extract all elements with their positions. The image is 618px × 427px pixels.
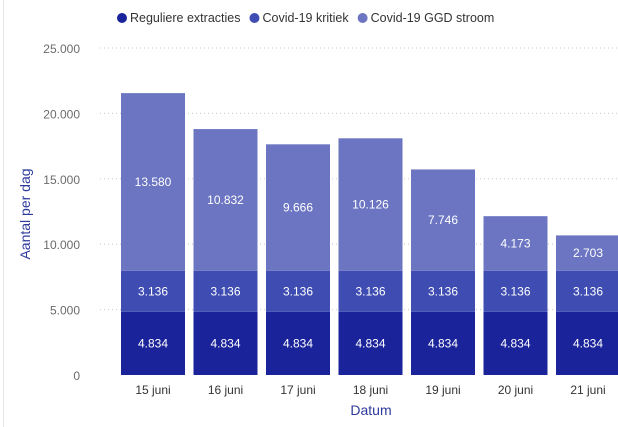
y-axis-label: Aantal per dag <box>17 168 33 259</box>
data-label: 3.136 <box>210 284 240 298</box>
y-axis-ticks: 0 5.000 10.000 15.000 20.000 25.000 <box>43 42 80 383</box>
bar-segment <box>121 93 185 271</box>
x-tick-label: 20 juni <box>498 383 533 397</box>
left-border <box>3 0 4 427</box>
data-label: 3.136 <box>500 284 530 298</box>
data-label: 4.834 <box>428 336 458 350</box>
bar-segment <box>411 270 475 312</box>
x-tick-label: 21 juni <box>570 383 605 397</box>
y-tick-label: 10.000 <box>43 238 80 252</box>
data-label: 4.834 <box>283 336 313 350</box>
bar-segment <box>411 169 475 271</box>
bar-segment <box>411 311 475 375</box>
bar-segment <box>556 270 618 312</box>
data-label: 7.746 <box>428 213 458 227</box>
bar-segment <box>193 270 258 312</box>
legend: Reguliere extracties Covid-19 kritiek Covi… <box>117 11 494 25</box>
legend-entry: Reguliere extracties <box>130 11 240 25</box>
legend-marker <box>117 13 127 23</box>
data-label: 4.834 <box>210 336 240 350</box>
bars: 4.834 3.136 13.580 4.834 3.136 10.832 4.834 3.1… <box>121 93 618 375</box>
bar-segment <box>338 138 403 271</box>
bar-segment <box>266 270 330 312</box>
data-label: 3.136 <box>355 284 385 298</box>
data-label: 13.580 <box>135 175 172 189</box>
bar-segment <box>338 311 403 375</box>
data-label: 4.834 <box>355 336 385 350</box>
x-tick-label: 19 juni <box>425 383 460 397</box>
data-label: 3.136 <box>283 284 313 298</box>
bar-segment <box>266 144 330 271</box>
y-tick-label: 5.000 <box>50 304 80 318</box>
bar-segment <box>266 311 330 375</box>
legend-entry: Covid-19 GGD stroom <box>371 11 495 25</box>
data-label: 4.173 <box>500 236 530 250</box>
bar-segment <box>483 270 548 312</box>
x-tick-label: 16 juni <box>208 383 243 397</box>
bar-segment <box>483 216 548 271</box>
data-label: 10.126 <box>352 198 389 212</box>
x-axis-label: Datum <box>350 402 391 418</box>
bar-segment <box>556 311 618 375</box>
data-label: 3.136 <box>138 284 168 298</box>
data-label: 4.834 <box>138 336 168 350</box>
data-label: 10.832 <box>207 193 244 207</box>
y-tick-label: 15.000 <box>43 173 80 187</box>
x-tick-label: 15 juni <box>135 383 170 397</box>
y-tick-label: 25.000 <box>43 42 80 56</box>
data-label: 9.666 <box>283 201 313 215</box>
data-label: 3.136 <box>573 284 603 298</box>
data-label: 4.834 <box>500 336 530 350</box>
bar-segment <box>121 270 185 312</box>
data-label: 3.136 <box>428 284 458 298</box>
bar-segment <box>193 311 258 375</box>
bar-segment <box>483 311 548 375</box>
bar-segment <box>193 129 258 271</box>
x-tick-label: 18 juni <box>353 383 388 397</box>
legend-marker <box>357 13 368 23</box>
legend-marker <box>249 13 260 23</box>
data-label: 4.834 <box>573 336 603 350</box>
bar-segment <box>121 311 185 375</box>
y-tick-label: 0 <box>73 369 80 383</box>
x-axis-ticks: 15 juni 16 juni 17 juni 18 juni 19 juni 20 ju… <box>135 383 605 397</box>
bar-segment <box>338 270 403 312</box>
bar-segment <box>556 235 618 271</box>
x-tick-label: 17 juni <box>280 383 315 397</box>
legend-entry: Covid-19 kritiek <box>262 11 349 25</box>
y-tick-label: 20.000 <box>43 107 80 121</box>
data-label: 2.703 <box>573 246 603 260</box>
